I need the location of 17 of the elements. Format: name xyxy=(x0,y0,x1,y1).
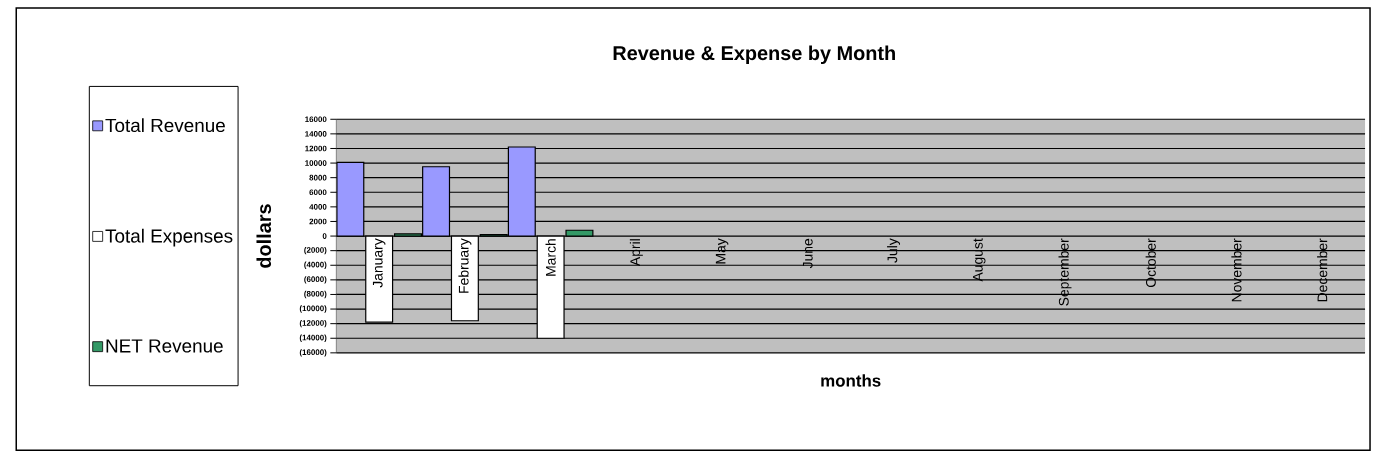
x-tick-label: June xyxy=(802,238,813,269)
x-tick-label: September xyxy=(1058,238,1072,306)
x-tick-label: February xyxy=(458,238,472,293)
bar xyxy=(422,166,451,237)
bar xyxy=(507,146,536,237)
legend-label: NET Revenue xyxy=(106,339,223,353)
legend-label: Total Revenue xyxy=(105,118,225,132)
x-tick-label: December xyxy=(1317,238,1328,302)
x-tick-label: November xyxy=(1231,238,1242,302)
x-tick-label: October xyxy=(1145,238,1156,287)
legend-label: Total Expenses xyxy=(105,228,233,247)
bar xyxy=(336,161,365,237)
x-axis-title: months xyxy=(821,374,881,387)
chart-title: Revenue & Expense by Month xyxy=(613,45,895,64)
x-tick-label: March xyxy=(545,239,556,276)
y-axis-title: dollars xyxy=(256,204,272,268)
x-tick-label: January xyxy=(372,238,386,288)
